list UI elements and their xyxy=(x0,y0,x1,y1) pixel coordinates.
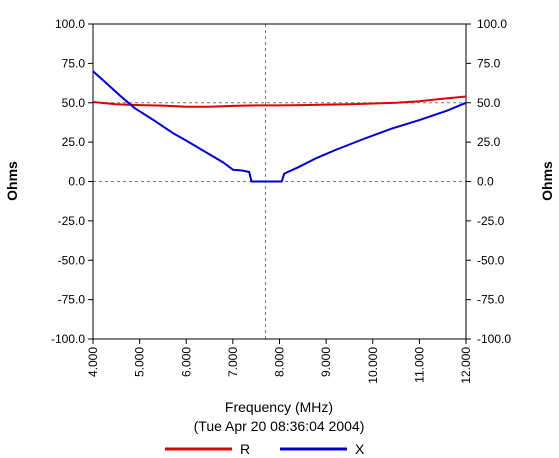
x-tick-label: 4.000 xyxy=(86,347,100,377)
y-tick-label-right: 0.0 xyxy=(477,175,494,189)
y-axis-right: 100.0 75.0 50.0 25.0 0.0 -25.0 -50.0 -75.0 -100.… xyxy=(466,17,511,346)
y-tick-label-right: -50.0 xyxy=(477,253,505,267)
x-tick-label: 8.000 xyxy=(273,347,287,377)
x-tick-label: 10.000 xyxy=(366,347,380,384)
series-line-r xyxy=(92,95,467,108)
y-tick-label-right: -100.0 xyxy=(477,332,511,346)
y-tick-label-left: 75.0 xyxy=(62,56,86,70)
y-tick-label-left: -100.0 xyxy=(51,332,85,346)
y-tick-label-left: 100.0 xyxy=(55,17,85,31)
y-tick-label-left: -50.0 xyxy=(58,253,86,267)
y-tick-label-left: -75.0 xyxy=(58,293,86,307)
x-tick-label: 11.000 xyxy=(412,347,426,383)
y-tick-label-left: 0.0 xyxy=(68,175,85,189)
y-tick-label-right: -25.0 xyxy=(477,214,505,228)
timestamp-caption: (Tue Apr 20 08:36:04 2004) xyxy=(194,418,365,434)
y-tick-label-left: 50.0 xyxy=(62,96,86,110)
x-axis: 4.000 5.000 6.000 7.000 8.000 9.000 10.000 11.0… xyxy=(86,339,473,384)
x-axis-title: Frequency (MHz) xyxy=(225,399,333,415)
y-axis-title-left: Ohms xyxy=(4,161,20,201)
series-line-x xyxy=(92,70,467,183)
x-tick-label: 9.000 xyxy=(319,347,333,377)
y-tick-label-right: 100.0 xyxy=(477,17,507,31)
series-layer xyxy=(92,70,467,183)
x-tick-label: 5.000 xyxy=(133,347,147,377)
y-tick-label-right: 50.0 xyxy=(477,96,501,110)
y-axis-title-right: Ohms xyxy=(539,161,555,201)
y-tick-label-right: 75.0 xyxy=(477,56,501,70)
x-tick-label: 6.000 xyxy=(179,347,193,377)
y-tick-label-right: -75.0 xyxy=(477,293,505,307)
y-tick-label-left: 25.0 xyxy=(62,135,86,149)
y-tick-label-left: -25.0 xyxy=(58,214,86,228)
legend-label-r: R xyxy=(240,441,250,457)
y-tick-label-right: 25.0 xyxy=(477,135,501,149)
x-tick-label: 12.000 xyxy=(459,347,473,384)
legend-label-x: X xyxy=(355,441,365,457)
x-tick-label: 7.000 xyxy=(226,347,240,377)
y-axis-left: 100.0 75.0 50.0 25.0 0.0 -25.0 -50.0 -75.0 -100.… xyxy=(51,17,93,346)
